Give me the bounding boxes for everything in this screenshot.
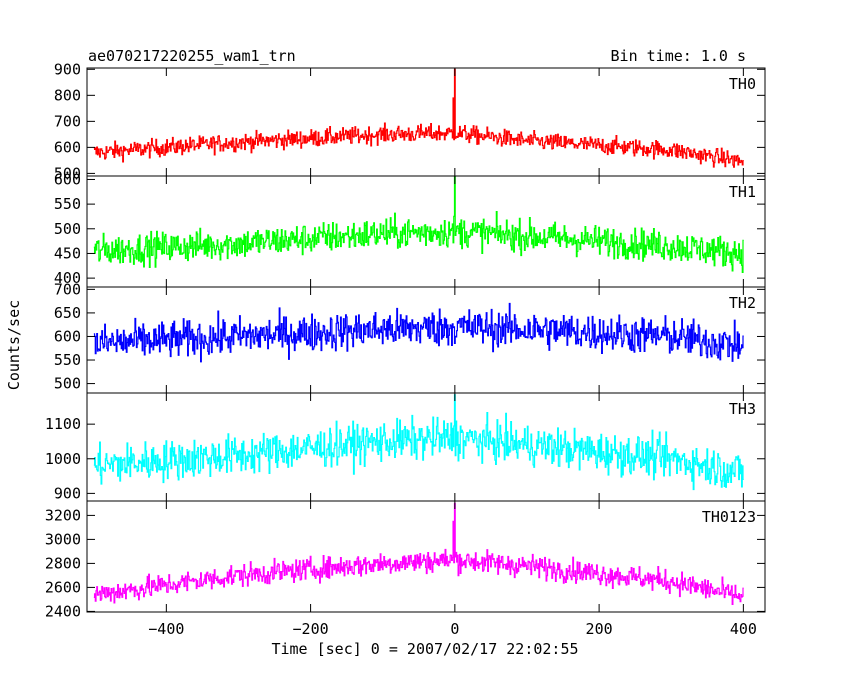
- y-tick-label: 550: [54, 351, 81, 369]
- y-tick-label: 600: [54, 327, 81, 345]
- panel-th2: 500 550 600 650 700 TH2: [54, 280, 766, 394]
- y-tick-label: 650: [54, 304, 81, 322]
- panel-th0123: 2400 2600 2800 3000 3200 TH0123: [45, 500, 766, 620]
- panel-name-label: TH2: [729, 294, 756, 312]
- panel-frame: [86, 67, 766, 177]
- panel-name-label: TH1: [729, 183, 756, 201]
- panel-name-label: TH0: [729, 75, 756, 93]
- y-tick-label: 700: [54, 280, 81, 298]
- panel-th1: 400 450 500 550 600 TH1: [54, 170, 766, 288]
- y-axis-label: Counts/sec: [5, 300, 23, 390]
- y-tick-label: 550: [54, 195, 81, 213]
- series-line-th3: [93, 394, 744, 491]
- x-tick-label: 400: [730, 620, 757, 638]
- series-line-th0123: [93, 502, 744, 605]
- panel-th0: 500 600 700 800 900 TH0: [54, 60, 766, 182]
- y-tick-label: 700: [54, 112, 81, 130]
- y-tick-label: 900: [54, 484, 81, 502]
- x-tick-label: 0: [450, 620, 459, 638]
- y-tick-label: 2600: [45, 578, 81, 596]
- y-tick-label: 1100: [45, 415, 81, 433]
- series-line-th1: [93, 176, 744, 274]
- y-tick-label: 3200: [45, 506, 81, 524]
- y-tick-label: 3000: [45, 530, 81, 548]
- y-tick-label: 500: [54, 220, 81, 238]
- y-tick-label: 400: [54, 269, 81, 287]
- x-tick-label: −200: [293, 620, 329, 638]
- panel-frame: [86, 500, 766, 613]
- y-tick-label: 2400: [45, 602, 81, 620]
- y-tick-label: 600: [54, 138, 81, 156]
- panel-th3: 900 1000 1100 TH3: [45, 392, 766, 502]
- y-tick-label: 2800: [45, 554, 81, 572]
- x-axis-label: Time [sec] 0 = 2007/02/17 22:02:55: [271, 640, 578, 658]
- series-line-th2: [93, 302, 744, 363]
- y-tick-label: 800: [54, 86, 81, 104]
- x-tick-label: −400: [148, 620, 184, 638]
- bin-time-label: Bin time: 1.0 s: [611, 47, 746, 65]
- panel-name-label: TH3: [729, 400, 756, 418]
- series-line-th0: [93, 68, 744, 168]
- y-tick-label: 500: [54, 375, 81, 393]
- panel-name-label: TH0123: [702, 508, 756, 526]
- y-tick-label: 450: [54, 244, 81, 262]
- chart-title: ae070217220255_wam1_trn: [88, 47, 296, 65]
- y-tick-label: 1000: [45, 450, 81, 468]
- y-tick-label: 500: [54, 164, 81, 182]
- x-tick-label: 200: [586, 620, 613, 638]
- y-tick-label: 900: [54, 60, 81, 78]
- y-tick-label: 600: [54, 170, 81, 188]
- panels-group: 500600700800900TH0400450500550600TH15005…: [45, 60, 766, 638]
